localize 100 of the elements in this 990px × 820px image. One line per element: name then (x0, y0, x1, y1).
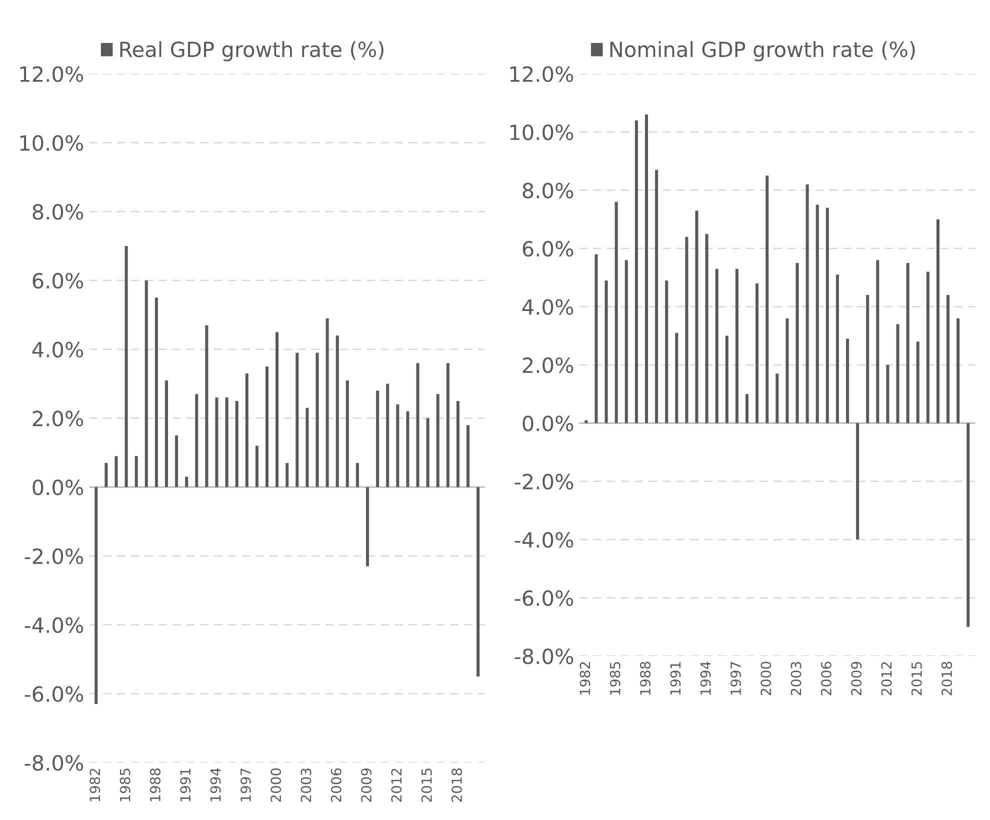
bar (946, 295, 950, 424)
bar (816, 204, 819, 424)
bar (735, 268, 738, 424)
x-tick-label: 2015 (421, 768, 432, 802)
bar (786, 318, 789, 424)
bar (836, 274, 839, 424)
bar (245, 373, 248, 488)
bar (926, 272, 930, 424)
bar (255, 446, 258, 488)
y-tick-label: 12.0% (20, 66, 84, 82)
bar (644, 114, 648, 424)
y-tick-label: 4.0% (522, 299, 574, 315)
x-tick-label: 2000 (760, 662, 772, 696)
x-tick-label: 2012 (881, 662, 892, 696)
bar (276, 332, 279, 488)
bar (966, 423, 970, 627)
x-tick-label: 2006 (330, 768, 342, 802)
x-tick-label: 2000 (270, 768, 282, 802)
x-tick-label: 1985 (120, 768, 130, 802)
x-tick-label: 1994 (210, 768, 221, 802)
bar (756, 283, 759, 424)
y-tick-label: 0.0% (32, 480, 84, 496)
bar (956, 318, 960, 424)
bar (846, 338, 850, 424)
x-tick-label: 1994 (700, 662, 711, 695)
x-tick-label: 1997 (240, 768, 251, 802)
bar (436, 394, 440, 488)
x-tick-label: 2012 (391, 768, 402, 802)
bar (114, 456, 118, 488)
bar (604, 280, 608, 424)
y-tick-label: 0.0% (522, 416, 574, 432)
x-tick-label: 1988 (150, 768, 160, 802)
x-tick-label: 1982 (580, 662, 590, 695)
bar (205, 325, 208, 488)
bar (806, 184, 809, 424)
bar (346, 380, 349, 488)
x-tick-label: 1988 (640, 662, 651, 695)
x-tick-label: 2018 (942, 662, 952, 696)
bar (326, 318, 329, 488)
y-tick-label: -4.0% (514, 532, 574, 548)
bar (406, 411, 410, 488)
y-tick-label: -6.0% (24, 686, 84, 702)
y-tick-label: -8.0% (514, 648, 574, 664)
bar (164, 380, 168, 488)
y-tick-label: 8.0% (32, 204, 84, 220)
legend-label: Nominal GDP growth rate (%) (610, 41, 915, 62)
bar (826, 208, 829, 424)
bar (396, 404, 400, 488)
y-tick-label: -6.0% (514, 590, 574, 606)
bar (316, 352, 319, 488)
bar (876, 260, 880, 424)
x-tick-label: 2009 (851, 662, 862, 696)
x-tick-label: 1991 (180, 768, 191, 802)
bar (634, 120, 638, 424)
bar (416, 363, 420, 488)
bar (356, 462, 359, 488)
bar (94, 487, 98, 704)
bar (665, 280, 668, 424)
bar (796, 263, 799, 424)
bar (695, 210, 698, 424)
bar (296, 352, 299, 488)
y-tick-label: 6.0% (522, 240, 574, 257)
bar (655, 170, 658, 424)
bar (306, 408, 309, 488)
y-tick-label: -8.0% (24, 755, 84, 771)
bar (195, 394, 198, 488)
y-tick-label: 8.0% (522, 182, 574, 198)
bar (725, 336, 728, 424)
x-tick-label: 2009 (361, 768, 372, 802)
bar (144, 280, 148, 488)
x-tick-label: 2003 (790, 662, 802, 696)
x-tick-label: 2006 (820, 662, 832, 696)
bar (154, 298, 158, 488)
bar (896, 324, 900, 424)
x-tick-label: 1991 (670, 662, 681, 695)
bar (124, 246, 128, 488)
legend-label: Real GDP growth rate (%) (120, 41, 384, 62)
y-tick-label: 4.0% (32, 342, 84, 358)
bar (366, 487, 370, 566)
bar (584, 420, 588, 424)
x-tick-label: 1997 (730, 662, 741, 695)
x-tick-label: 2018 (451, 768, 462, 802)
bar (185, 476, 188, 488)
bar (936, 219, 940, 424)
bar (675, 332, 678, 424)
bar (776, 374, 779, 424)
x-tick-label: 1985 (610, 662, 620, 695)
bar (456, 400, 460, 488)
x-tick-label: 2003 (300, 768, 312, 802)
bar (705, 234, 708, 424)
bar (766, 176, 769, 424)
bar (134, 456, 138, 488)
y-tick-label: -2.0% (24, 548, 84, 564)
bar (856, 423, 860, 540)
bar (446, 363, 450, 488)
bar (225, 398, 228, 488)
bar (426, 418, 430, 488)
y-tick-label: -2.0% (514, 474, 574, 490)
bar (104, 462, 108, 488)
x-tick-label: 1982 (90, 768, 100, 802)
